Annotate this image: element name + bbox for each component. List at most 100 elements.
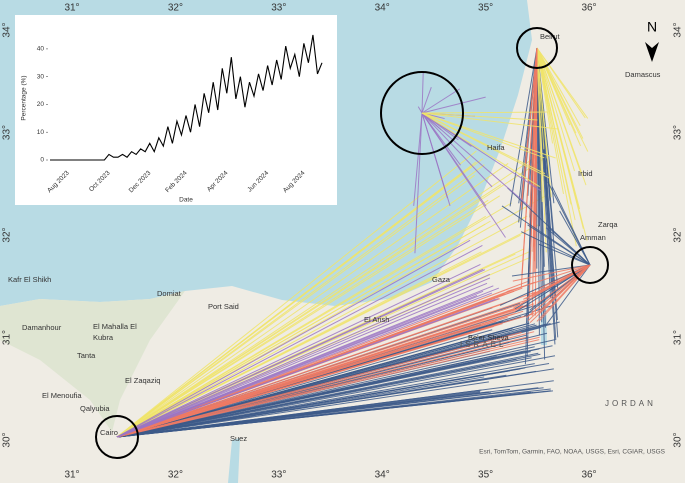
- inset-bg: [15, 15, 337, 205]
- y-tick-label: 10: [37, 129, 45, 136]
- route: [116, 381, 489, 438]
- place-label: Domiat: [157, 289, 182, 298]
- route: [116, 339, 556, 438]
- place-label: Cairo: [100, 428, 118, 437]
- route: [421, 87, 432, 114]
- route: [421, 111, 548, 114]
- country-label: JORDAN: [605, 399, 656, 408]
- route: [514, 264, 591, 313]
- route: [529, 264, 591, 324]
- y-label: Percentage (%): [21, 75, 28, 120]
- route: [421, 88, 460, 114]
- lon-label: 31°: [64, 470, 79, 481]
- lon-label: 35°: [478, 470, 493, 481]
- series-line: [50, 34, 323, 161]
- place-label: Amman: [580, 233, 606, 242]
- route: [116, 370, 537, 438]
- route: [417, 106, 423, 114]
- lat-label: 32°: [673, 227, 684, 242]
- route: [116, 358, 517, 438]
- route: [506, 264, 591, 293]
- arrow: [645, 42, 659, 62]
- place-label: Suez: [230, 434, 247, 443]
- place-label: El Zaqaziq: [125, 376, 160, 385]
- route: [116, 245, 483, 438]
- route: [536, 47, 581, 126]
- route: [116, 220, 491, 438]
- route: [537, 264, 591, 304]
- route: [512, 264, 591, 282]
- place-label: El Mahalla El: [93, 322, 137, 331]
- route: [116, 174, 475, 438]
- route: [421, 112, 538, 121]
- route: [421, 112, 545, 159]
- place-label: Tanta: [77, 351, 96, 360]
- circles: [95, 27, 609, 459]
- route: [421, 112, 546, 175]
- route: [116, 339, 540, 438]
- north-label: N: [647, 19, 657, 35]
- x-label: Date: [179, 197, 193, 204]
- route: [559, 210, 591, 266]
- y-tick-label: 20: [37, 101, 45, 108]
- lon-label: 33°: [271, 3, 286, 14]
- place-label: Damanhour: [22, 323, 62, 332]
- route: [536, 47, 582, 174]
- lon-label: 35°: [478, 3, 493, 14]
- route: [116, 202, 512, 438]
- y-tick-label: 40: [37, 46, 45, 53]
- place-label: Beirut: [540, 32, 561, 41]
- lat-label: 32°: [2, 227, 13, 242]
- lon-label: 33°: [271, 470, 286, 481]
- route: [545, 264, 591, 326]
- route: [116, 396, 496, 438]
- route: [529, 47, 538, 215]
- route: [116, 184, 502, 438]
- route: [509, 47, 538, 207]
- place-label: Gaza: [432, 275, 451, 284]
- place-label: Haifa: [487, 143, 505, 152]
- lon-label: 34°: [375, 3, 390, 14]
- lat-label: 33°: [2, 125, 13, 140]
- route: [526, 264, 591, 318]
- lat-label: 31°: [673, 330, 684, 345]
- delta: [0, 291, 185, 432]
- route: [539, 264, 591, 322]
- place-label: Be'er Sheva: [468, 333, 509, 342]
- route: [116, 150, 477, 438]
- route: [116, 305, 524, 438]
- lon-label: 36°: [581, 3, 596, 14]
- route: [414, 112, 423, 254]
- circle: [516, 27, 558, 69]
- place-label: Damascus: [625, 70, 661, 79]
- route: [421, 112, 493, 188]
- route: [413, 112, 423, 206]
- route: [116, 336, 529, 438]
- route: [421, 112, 461, 166]
- route: [421, 112, 559, 130]
- route: [536, 47, 588, 241]
- place-label: Irbid: [578, 169, 593, 178]
- lon-label: 32°: [168, 470, 183, 481]
- route: [536, 47, 589, 119]
- gulf: [228, 438, 240, 483]
- route: [520, 47, 538, 210]
- place-label: Kubra: [93, 333, 114, 342]
- route: [116, 292, 493, 438]
- place-label: El Arish: [364, 315, 389, 324]
- y-tick-label: 30: [37, 73, 45, 80]
- circle: [380, 71, 464, 155]
- route: [116, 282, 488, 438]
- lon-label: 36°: [581, 470, 596, 481]
- route: [527, 224, 591, 266]
- route: [421, 96, 486, 114]
- route: [525, 264, 591, 300]
- route: [116, 331, 522, 438]
- route: [421, 112, 442, 131]
- route: [421, 72, 424, 114]
- lat-label: 33°: [673, 125, 684, 140]
- route: [116, 355, 497, 438]
- place-label: Qalyubia: [80, 404, 110, 413]
- lat-label: 30°: [673, 432, 684, 447]
